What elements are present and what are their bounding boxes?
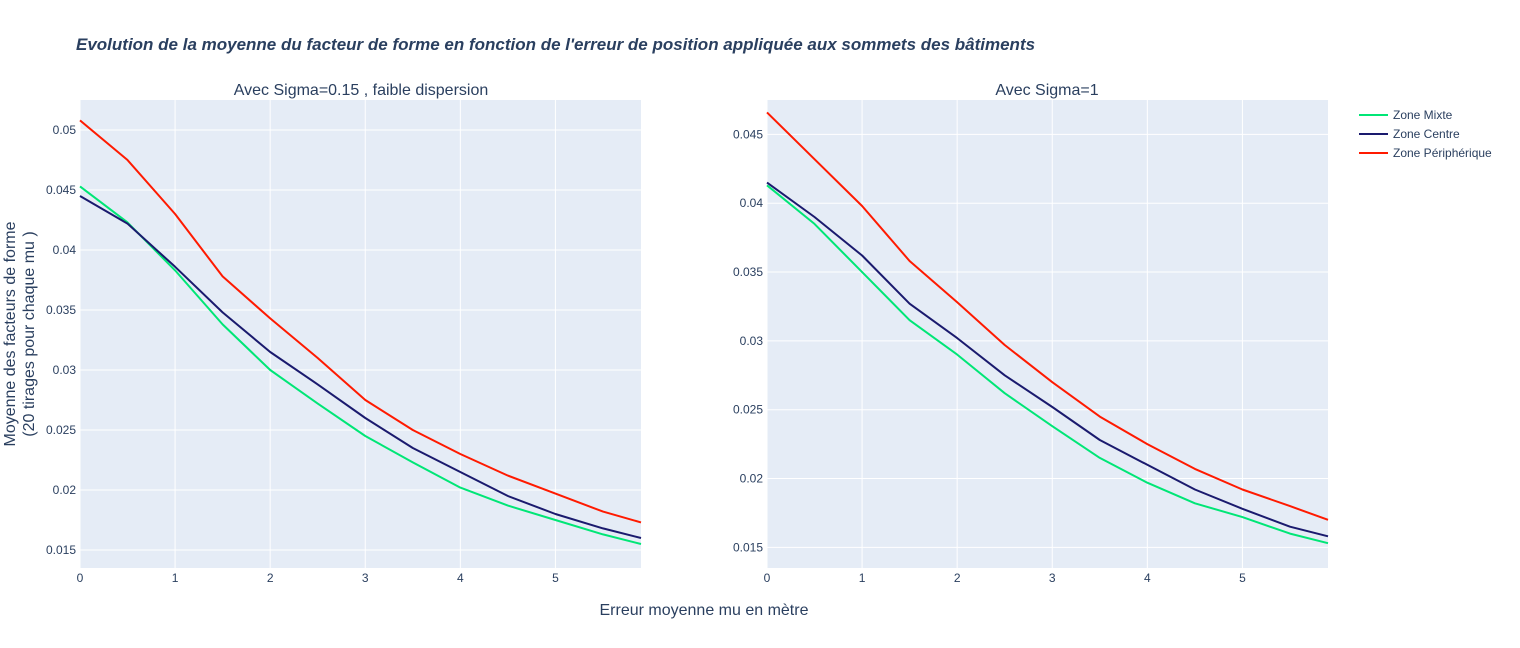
subplot-left: 0 1 2 3 4 5 0.015 0.02 0.025 0.03 0.035 0.04 0.045 0.… — [46, 82, 642, 585]
series-line-zone-mixte — [766, 184, 1329, 545]
y-tick-label: 0.04 — [53, 243, 77, 257]
x-tick-label: 5 — [1239, 571, 1246, 585]
y-axis-label-line1: Moyenne des facteurs de forme — [2, 221, 19, 446]
y-tick-label: 0.02 — [53, 483, 77, 497]
y-axis-label-line2: (20 tirages pour chaque mu ) — [21, 231, 38, 436]
x-tick-label: 4 — [1144, 571, 1151, 585]
legend-item-zone-mixte[interactable]: Zone Mixte — [1359, 108, 1453, 122]
x-tick-label: 0 — [764, 571, 771, 585]
x-axis-label: Erreur moyenne mu en mètre — [600, 602, 809, 619]
y-tick-label: 0.03 — [53, 363, 77, 377]
y-tick-label: 0.035 — [46, 303, 76, 317]
figure-title: Evolution de la moyenne du facteur de fo… — [76, 35, 1035, 54]
y-tick-label: 0.025 — [733, 403, 763, 417]
x-tick-label: 3 — [362, 571, 369, 585]
legend-label: Zone Périphérique — [1393, 146, 1492, 160]
series-line-zone-peripherique — [79, 119, 642, 524]
y-tick-label: 0.04 — [740, 196, 764, 210]
subplot-title-right: Avec Sigma=1 — [995, 82, 1098, 99]
series-line-zone-mixte — [79, 185, 642, 545]
plot-area-left — [80, 100, 641, 568]
y-tick-label: 0.045 — [46, 183, 76, 197]
x-tick-label: 2 — [954, 571, 961, 585]
series-lines-right — [766, 111, 1329, 545]
series-line-zone-centre — [79, 195, 642, 539]
y-axis-label: Moyenne des facteurs de forme (20 tirage… — [2, 221, 38, 446]
y-tick-label: 0.035 — [733, 265, 763, 279]
x-tick-label: 0 — [77, 571, 84, 585]
subplot-right: 0 1 2 3 4 5 0.015 0.02 0.025 0.03 0.035 0.04 0.045 A… — [733, 82, 1329, 585]
tick-labels-right: 0 1 2 3 4 5 0.015 0.02 0.025 0.03 0.035 0.04 0.045 — [733, 127, 1246, 585]
y-tick-label: 0.045 — [733, 127, 763, 141]
x-tick-label: 4 — [457, 571, 464, 585]
tick-labels-left: 0 1 2 3 4 5 0.015 0.02 0.025 0.03 0.035 0.04 0.045 0.… — [46, 123, 559, 585]
gridlines-left — [79, 100, 641, 568]
series-lines-left — [79, 119, 642, 545]
legend: Zone Mixte Zone Centre Zone Périphérique — [1359, 108, 1492, 160]
y-tick-label: 0.02 — [740, 472, 764, 486]
legend-item-zone-centre[interactable]: Zone Centre — [1359, 127, 1460, 141]
y-tick-label: 0.015 — [733, 540, 763, 554]
y-tick-label: 0.03 — [740, 334, 764, 348]
x-tick-label: 1 — [859, 571, 866, 585]
subplot-title-left: Avec Sigma=0.15 , faible dispersion — [234, 82, 489, 99]
legend-item-zone-peripherique[interactable]: Zone Périphérique — [1359, 146, 1492, 160]
series-line-zone-peripherique — [766, 111, 1329, 521]
gridlines-right — [766, 100, 1328, 568]
legend-label: Zone Centre — [1393, 127, 1460, 141]
y-tick-label: 0.05 — [53, 123, 77, 137]
x-tick-label: 1 — [172, 571, 179, 585]
legend-label: Zone Mixte — [1393, 108, 1453, 122]
y-tick-label: 0.025 — [46, 423, 76, 437]
x-tick-label: 2 — [267, 571, 274, 585]
y-tick-label: 0.015 — [46, 543, 76, 557]
plot-area-right — [767, 100, 1328, 568]
series-line-zone-centre — [766, 181, 1329, 538]
x-tick-label: 5 — [552, 571, 559, 585]
x-tick-label: 3 — [1049, 571, 1056, 585]
